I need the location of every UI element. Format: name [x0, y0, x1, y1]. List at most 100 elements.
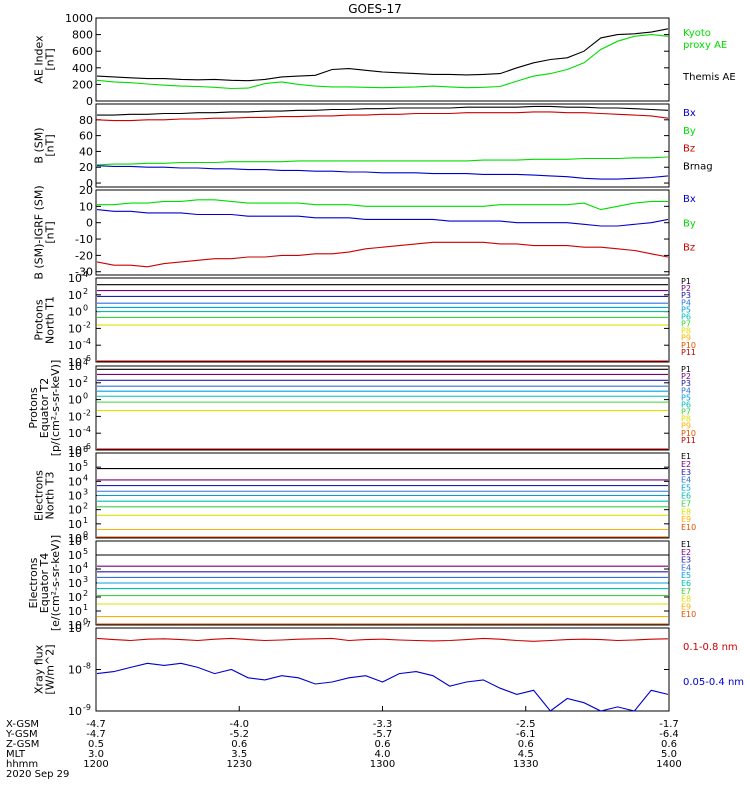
- y-tick-label: 10: [68, 377, 82, 390]
- x-row-label: hhmm: [6, 759, 38, 770]
- y-tick-label: 10: [68, 447, 82, 460]
- channel-label: P11: [681, 348, 696, 357]
- channel-label: E3: [681, 468, 691, 477]
- x-tick-label: -3.3: [373, 719, 393, 730]
- y-tick-exponent: 4: [83, 270, 88, 279]
- y-tick-label: 10: [68, 444, 82, 457]
- y-tick-label: 10: [68, 705, 82, 718]
- y-axis-label: Equator T2: [38, 378, 51, 438]
- legend-entry: Kyoto: [683, 28, 711, 39]
- legend-entry: Bx: [683, 108, 696, 119]
- y-tick-exponent: 4: [83, 358, 88, 367]
- y-tick-label: 10: [68, 619, 82, 632]
- y-axis-label: North T3: [44, 472, 57, 520]
- y-tick-label: 10: [68, 356, 82, 369]
- y-tick-label: 10: [68, 490, 82, 503]
- channel-label: E10: [681, 523, 696, 532]
- channel-label: P2: [681, 284, 691, 293]
- legend-entry: By: [683, 126, 696, 137]
- x-row-label: MLT: [6, 749, 26, 760]
- plot-title: GOES-17: [348, 2, 402, 16]
- y-tick-exponent: -8: [83, 662, 91, 671]
- x-tick-label: 4.0: [375, 749, 391, 760]
- x-tick-label: -4.7: [86, 729, 106, 740]
- y-tick-exponent: 6: [83, 533, 88, 542]
- channel-label: P7: [681, 320, 691, 329]
- x-tick-label: 1200: [83, 759, 108, 770]
- x-tick-label: 0.6: [231, 739, 247, 750]
- x-tick-label: 4.5: [518, 749, 534, 760]
- y-tick-exponent: 0: [83, 530, 88, 539]
- y-tick-label: 10: [68, 339, 82, 352]
- x-tick-label: -6.1: [516, 729, 536, 740]
- y-tick-label: -10: [75, 233, 93, 246]
- y-tick-label: 1000: [65, 12, 93, 25]
- y-tick-exponent: 1: [83, 516, 88, 525]
- y-axis-label: [e/(cm²-s-sr-keV)]: [49, 535, 62, 631]
- channel-label: E10: [681, 610, 696, 619]
- channel-label: P4: [681, 298, 691, 307]
- channel-label: P8: [681, 327, 691, 336]
- y-tick-label: -30: [75, 266, 93, 279]
- x-tick-label: -4.0: [229, 719, 249, 730]
- channel-label: E8: [681, 595, 691, 604]
- y-tick-label: 10: [68, 461, 82, 474]
- x-tick-label: 0.6: [375, 739, 391, 750]
- y-tick-label: 10: [68, 535, 82, 548]
- y-tick-label: 200: [72, 78, 93, 91]
- x-tick-label: 1400: [656, 759, 681, 770]
- y-axis-label: [nT]: [44, 134, 57, 156]
- y-axis-label: [W/m^2]: [44, 644, 57, 694]
- y-tick-exponent: -6: [83, 442, 91, 451]
- x-row-label: Y-GSM: [5, 729, 38, 740]
- y-tick-exponent: 4: [83, 561, 88, 570]
- panel-frame: [95, 627, 670, 712]
- x-tick-label: 0.6: [518, 739, 534, 750]
- panel-bsm: 0 20 40 60 80 B (SM)[nT] Bx By Bz Brnag: [33, 103, 713, 190]
- x-tick-label: 1300: [370, 759, 395, 770]
- x-tick-label: 1230: [227, 759, 252, 770]
- channel-label: P4: [681, 386, 691, 395]
- series-line: [96, 209, 669, 227]
- y-tick-exponent: 2: [83, 502, 88, 511]
- y-tick-exponent: 3: [83, 575, 88, 584]
- channel-label: P9: [681, 334, 691, 343]
- x-tick-label: 0.5: [88, 739, 104, 750]
- x-tick-label: 3.5: [231, 749, 247, 760]
- y-tick-label: 20: [79, 184, 93, 197]
- y-axis-label: B (SM)-IGRF (SM): [33, 185, 46, 279]
- y-tick-label: 10: [68, 664, 82, 677]
- y-tick-label: 600: [72, 45, 93, 58]
- y-tick-exponent: 3: [83, 488, 88, 497]
- y-tick-label: 60: [79, 130, 93, 143]
- y-tick-label: 10: [68, 532, 82, 545]
- channel-label: P8: [681, 415, 691, 424]
- x-tick-label: -2.5: [516, 719, 536, 730]
- y-axis-label: AE Index: [33, 35, 46, 84]
- series-line: [96, 156, 669, 166]
- channel-label: E7: [681, 587, 691, 596]
- x-tick-label: -5.7: [373, 729, 393, 740]
- y-tick-exponent: 2: [83, 375, 88, 384]
- x-tick-label: -1.7: [659, 719, 679, 730]
- series-line: [96, 165, 669, 180]
- y-axis-label: B (SM): [33, 127, 46, 163]
- y-tick-exponent: 1: [83, 603, 88, 612]
- y-tick-label: 10: [68, 410, 82, 423]
- x-tick-label: 1330: [513, 759, 538, 770]
- y-tick-exponent: 0: [83, 304, 88, 313]
- channel-label: E3: [681, 556, 691, 565]
- y-tick-label: 0: [86, 217, 93, 230]
- y-tick-exponent: -4: [83, 425, 91, 434]
- legend-entry: Themis AE: [682, 72, 736, 83]
- channel-label: E4: [681, 476, 691, 485]
- x-row-label: 2020 Sep 29: [6, 769, 69, 780]
- y-tick-exponent: -4: [83, 337, 91, 346]
- channel-label: E8: [681, 507, 691, 516]
- channel-label: P5: [681, 305, 691, 314]
- legend-entry: Bz: [683, 144, 695, 155]
